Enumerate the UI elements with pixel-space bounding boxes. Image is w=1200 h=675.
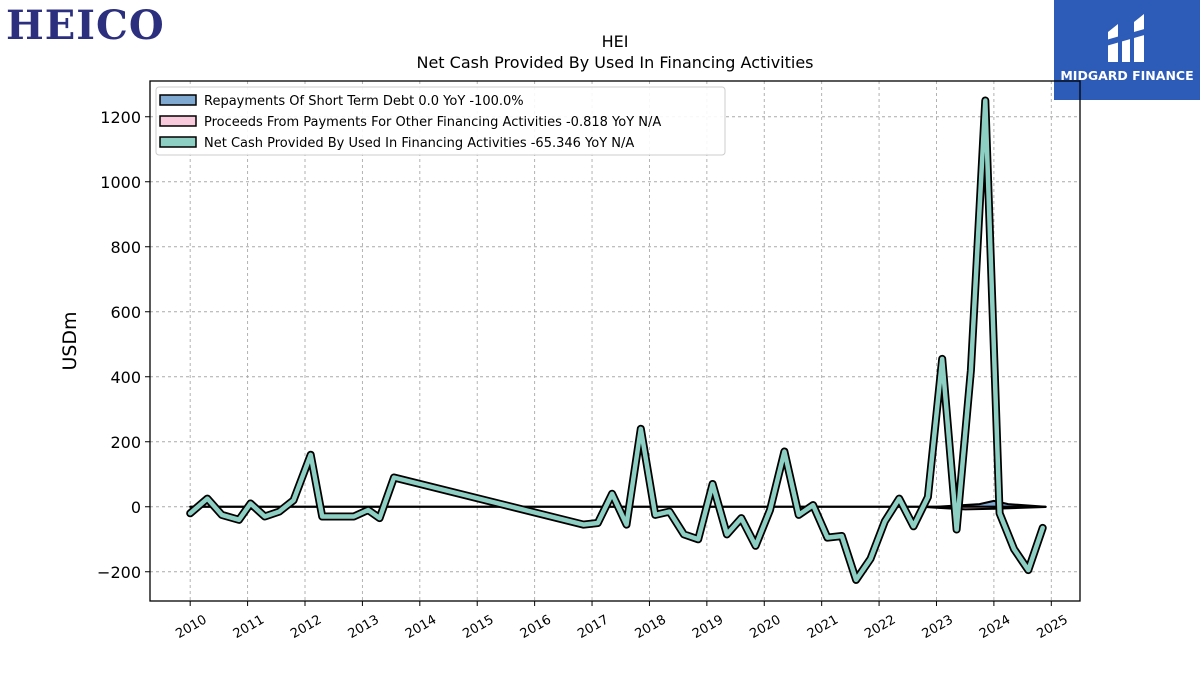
data-point	[782, 449, 787, 454]
y-axis-label: USDm	[59, 311, 81, 370]
data-point	[797, 513, 801, 517]
x-tick-label: 2013	[346, 612, 382, 642]
data-point	[739, 516, 743, 520]
legend-swatch	[159, 115, 197, 127]
x-tick-label: 2021	[805, 612, 841, 642]
midgard-finance-badge: MIDGARD FINANCE	[1054, 0, 1200, 100]
data-point	[581, 523, 586, 527]
data-point	[188, 511, 192, 515]
data-point	[1026, 568, 1030, 572]
series-group	[186, 96, 1047, 584]
data-point	[768, 508, 772, 512]
data-point	[277, 510, 281, 514]
data-point	[596, 521, 600, 525]
x-tick-label: 2025	[1034, 612, 1070, 642]
data-point	[378, 516, 382, 520]
heico-logo: HEICO	[6, 2, 165, 49]
x-tick-label: 2024	[977, 612, 1013, 642]
legend-entry: Proceeds From Payments For Other Financi…	[204, 115, 661, 130]
x-axis: 2010 2011 2012 2013 2014 2015 2016 2017 2018 2019…	[173, 601, 1071, 642]
badge-label: MIDGARD FINANCE	[1060, 68, 1194, 83]
data-point	[696, 537, 700, 541]
data-point	[337, 514, 341, 519]
data-point	[682, 532, 686, 537]
y-tick-label: 600	[110, 303, 141, 322]
y-tick-label: 200	[110, 433, 141, 452]
data-point	[366, 508, 370, 512]
x-tick-label: 2020	[747, 612, 783, 642]
y-tick-label: 0	[131, 498, 141, 517]
data-point	[237, 518, 241, 522]
data-point	[854, 578, 858, 582]
data-point	[1012, 547, 1016, 551]
data-point	[811, 503, 815, 507]
x-tick-label: 2019	[690, 612, 726, 642]
data-point	[205, 497, 209, 501]
x-tick-label: 2014	[403, 612, 439, 642]
legend-swatch	[159, 94, 197, 106]
x-tick-label: 2023	[920, 612, 956, 642]
grid	[150, 81, 1080, 601]
data-point	[263, 514, 267, 519]
x-tick-label: 2018	[633, 612, 669, 642]
chart-title: HEI	[602, 32, 629, 51]
y-tick-label: 1000	[100, 173, 141, 192]
legend-entry: Net Cash Provided By Used In Financing A…	[204, 136, 634, 151]
series-line-2	[187, 98, 1045, 583]
data-point	[983, 98, 987, 103]
data-point	[309, 453, 313, 457]
data-point	[897, 497, 901, 501]
plot-frame	[149, 80, 1081, 602]
data-point	[940, 357, 944, 361]
legend: Repayments Of Short Term Debt 0.0 YoY -1…	[155, 86, 726, 156]
data-point	[1041, 526, 1045, 530]
y-tick-label: 400	[110, 368, 141, 387]
data-point	[725, 532, 729, 537]
x-tick-label: 2022	[862, 612, 898, 642]
y-tick-label: 800	[110, 238, 141, 257]
data-point	[868, 557, 873, 561]
legend-entry: Repayments Of Short Term Debt 0.0 YoY -1…	[204, 94, 524, 109]
chart-subtitle: Net Cash Provided By Used In Financing A…	[416, 53, 813, 72]
data-point	[392, 475, 396, 480]
y-tick-label: 1200	[100, 108, 141, 127]
legend-swatch	[159, 136, 197, 148]
data-point	[711, 482, 715, 486]
data-point	[639, 427, 643, 431]
x-tick-label: 2016	[518, 612, 554, 642]
data-point	[248, 501, 253, 506]
legend-frame	[155, 86, 726, 156]
data-point	[825, 536, 830, 540]
data-point	[352, 514, 356, 519]
data-point	[969, 368, 973, 372]
data-point	[624, 523, 629, 527]
data-point	[754, 544, 758, 548]
data-point	[998, 511, 1002, 515]
data-point	[667, 510, 672, 514]
x-tick-label: 2010	[173, 612, 209, 642]
data-point	[911, 524, 916, 528]
data-point	[291, 498, 296, 502]
data-point	[883, 519, 887, 524]
data-point	[220, 513, 224, 517]
x-tick-label: 2012	[288, 612, 324, 642]
data-point	[653, 513, 657, 517]
x-tick-label: 2011	[231, 612, 267, 642]
y-axis: −200 0 200 400 600 800 1000 1200	[97, 108, 150, 582]
x-tick-label: 2017	[575, 612, 611, 642]
midgard-logo-icon	[1106, 14, 1148, 62]
data-point	[610, 492, 614, 496]
data-point	[955, 527, 959, 532]
x-tick-label: 2015	[460, 612, 496, 642]
data-point	[840, 534, 844, 538]
data-point	[926, 495, 930, 499]
y-tick-label: −200	[97, 563, 141, 582]
data-point	[320, 514, 324, 519]
